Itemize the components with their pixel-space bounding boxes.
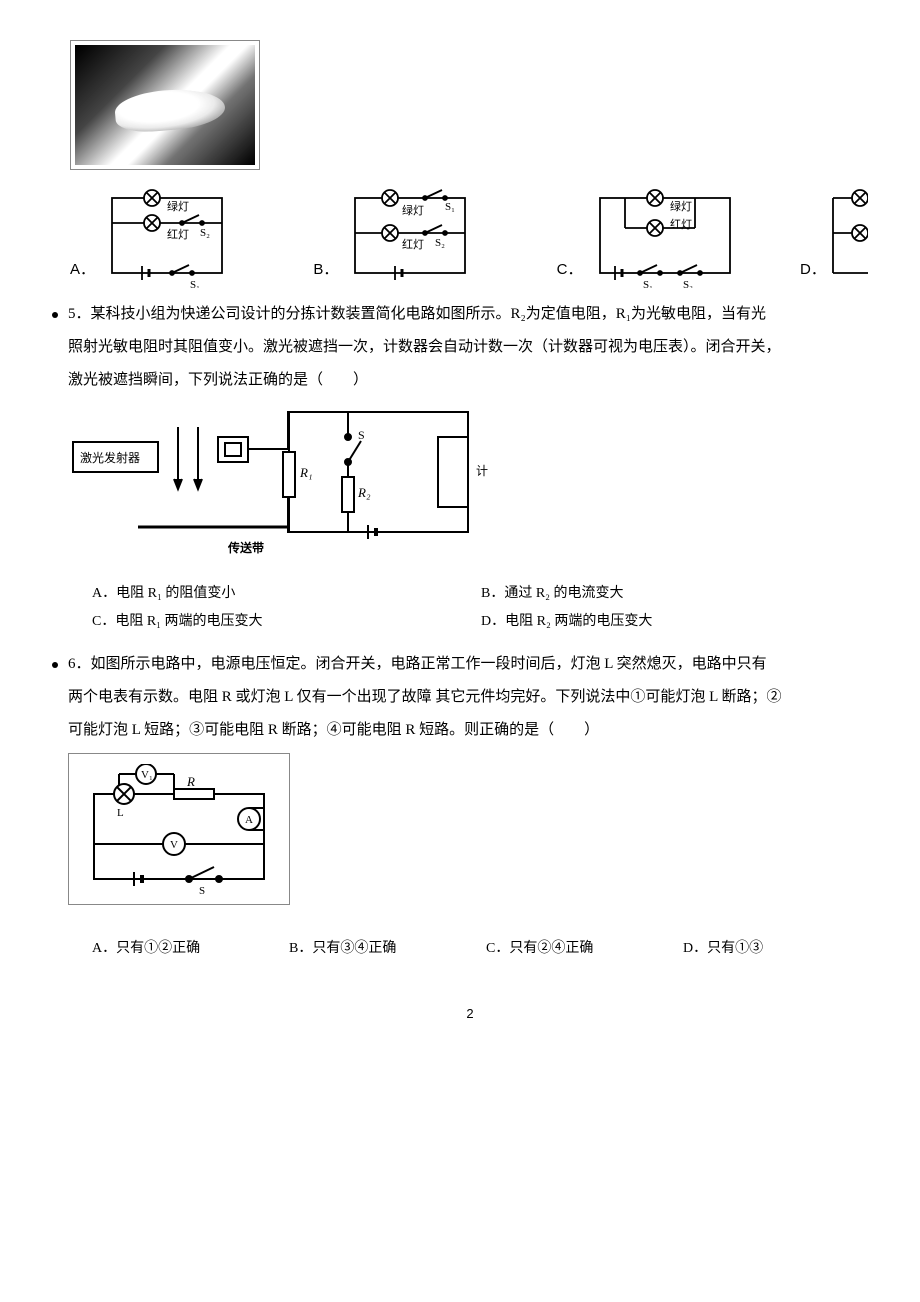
label-green: 绿灯 (167, 199, 189, 213)
choice-label-a: A． (70, 253, 95, 288)
q5-answers: A．电阻 R₁ 的阻值变小 B．通过 R₂ 的电流变大 C．电阻 R₁ 两端的电… (92, 583, 870, 634)
svg-text:A: A (245, 814, 253, 826)
svg-text:红灯: 红灯 (402, 238, 424, 251)
q6-line1: 6．如图所示电路中，电源电压恒定。闭合开关，电路正常工作一段时间后，灯泡 L 突… (68, 648, 870, 681)
choice-label-b: B． (313, 253, 338, 288)
svg-text:V: V (170, 839, 178, 851)
label-s2: S₂ (200, 227, 210, 239)
svg-text:绿灯: 绿灯 (402, 203, 424, 217)
svg-text:V₁: V₁ (141, 769, 153, 781)
svg-text:传送带: 传送带 (227, 540, 264, 555)
svg-text:S₁: S₁ (445, 201, 455, 213)
q5-ans-b: B．通过 R₂ 的电流变大 (481, 583, 870, 605)
q5-line1: 5．某科技小组为快递公司设计的分拣计数装置简化电路如图所示。R₂为定值电阻，R₁… (68, 298, 870, 331)
choice-label-c: C． (557, 253, 583, 288)
svg-text:R: R (186, 774, 195, 789)
q6-line2: 两个电表有示数。电阻 R 或灯泡 L 仅有一个出现了故障 其它元件均完好。下列说… (68, 681, 870, 714)
q6-ans-a: A．只有①②正确 (92, 938, 279, 960)
q5-ans-d: D．电阻 R₂ 两端的电压变大 (481, 611, 870, 633)
svg-text:R₂: R₂ (357, 485, 371, 500)
svg-text:S: S (199, 885, 205, 894)
svg-text:L: L (117, 807, 124, 819)
q4-choice-a: A． 绿灯 红灯 S₂ S₁ (70, 188, 303, 288)
q4-circuit-d-partial (828, 188, 868, 288)
bullet-icon (52, 312, 58, 318)
q6-answers: A．只有①②正确 B．只有③④正确 C．只有②④正确 D．只有①③ (92, 938, 870, 960)
svg-text:S₂: S₂ (435, 237, 445, 249)
svg-text:R₁: R₁ (299, 465, 312, 480)
q4-circuit-b: 绿灯 S₁ 红灯 S₂ (340, 188, 480, 288)
choice-label-d: D． (800, 253, 826, 288)
q4-circuit-c: 绿灯 红灯 S₁ S₂ (585, 188, 745, 288)
q4-choice-row: A． 绿灯 红灯 S₂ S₁ B． (70, 188, 870, 288)
q5-ans-c: C．电阻 R₁ 两端的电压变大 (92, 611, 481, 633)
q5-diagram: 激光发射器 传送带 R₁ R₂ S 计数器 (68, 397, 488, 577)
q6-diagram: V₁ L R A V S (79, 764, 279, 894)
q5-line2: 照射光敏电阻时其阻值变小。激光被遮挡一次，计数器会自动计数一次（计数器可视为电压… (68, 331, 870, 364)
q6-ans-b: B．只有③④正确 (289, 938, 476, 960)
svg-text:计数器: 计数器 (476, 463, 488, 478)
svg-text:激光发射器: 激光发射器 (80, 450, 140, 465)
q6-ans-d: D．只有①③ (683, 938, 870, 960)
bullet-icon (52, 662, 58, 668)
q5-line3: 激光被遮挡瞬间，下列说法正确的是（ ） (68, 364, 870, 397)
blimp-photo (75, 45, 255, 165)
svg-text:绿灯: 绿灯 (670, 199, 692, 213)
q6-block: 6．如图所示电路中，电源电压恒定。闭合开关，电路正常工作一段时间后，灯泡 L 突… (70, 648, 870, 960)
q6-line3: 可能灯泡 L 短路；③可能电阻 R 断路；④可能电阻 R 短路。则正确的是（ ） (68, 714, 870, 747)
label-s1: S₁ (190, 279, 200, 288)
q6-ans-c: C．只有②④正确 (486, 938, 673, 960)
q4-choice-c: C． 绿灯 红灯 S₁ S₂ (557, 188, 790, 288)
q4-choice-d: D． (800, 188, 870, 288)
page-number: 2 (70, 1000, 870, 1029)
q4-photo-frame (70, 40, 260, 170)
q4-choice-b: B． 绿灯 S₁ 红灯 S₂ (313, 188, 546, 288)
label-red: 红灯 (167, 228, 189, 241)
q5-ans-a: A．电阻 R₁ 的阻值变小 (92, 583, 481, 605)
q6-diagram-frame: V₁ L R A V S (68, 753, 290, 905)
svg-text:红灯: 红灯 (670, 218, 692, 231)
svg-text:S₂: S₂ (683, 279, 693, 288)
svg-text:S: S (358, 428, 365, 442)
svg-text:S₁: S₁ (643, 279, 653, 288)
q4-circuit-a: 绿灯 红灯 S₂ S₁ (97, 188, 237, 288)
q5-block: 5．某科技小组为快递公司设计的分拣计数装置简化电路如图所示。R₂为定值电阻，R₁… (70, 298, 870, 648)
